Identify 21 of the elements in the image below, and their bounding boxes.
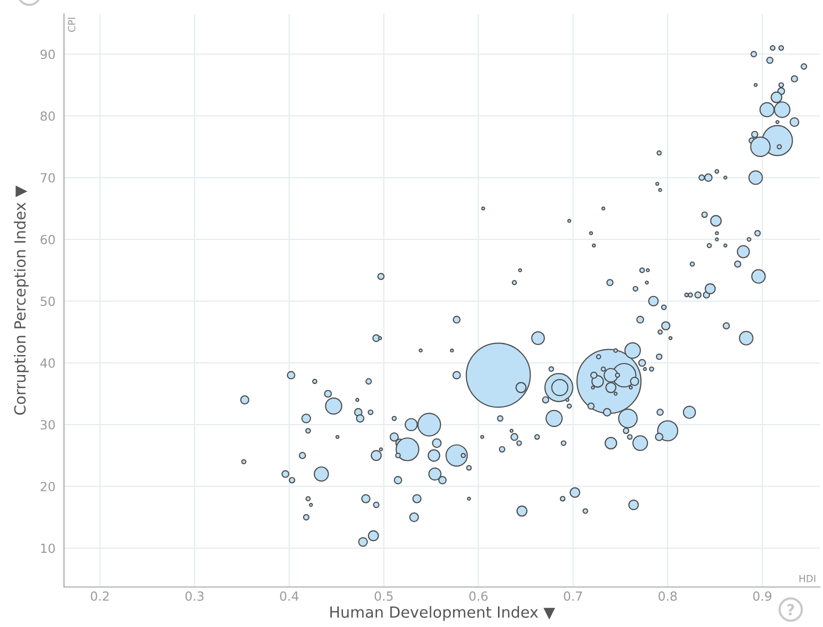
x-tick-label: 0.4 (280, 591, 298, 601)
x-tick-label: 0.3 (185, 591, 204, 601)
y-tick-label: 40 (40, 358, 55, 368)
annotation: CPI (68, 18, 76, 32)
x-tick-label: 0.2 (90, 591, 109, 601)
x-tick-label: 0.8 (658, 591, 677, 601)
y-tick-label: 50 (40, 296, 55, 306)
x-axis-title: Human Development Index ▼ (330, 606, 556, 621)
annotation: HDI (800, 575, 816, 582)
y-tick-label: 70 (40, 173, 55, 183)
y-tick-label: 10 (41, 544, 55, 554)
y-tick-label: 20 (40, 482, 55, 492)
y-tick-label: 90 (40, 50, 55, 60)
y-tick-label: 30 (40, 420, 55, 430)
x-tick-label: 0.7 (564, 591, 582, 601)
y-tick-label: 60 (40, 234, 55, 244)
y-tick-label: 80 (40, 111, 55, 121)
x-tick-label: 0.9 (753, 591, 772, 601)
y-axis-title: Corruption Perception Index ▼ (14, 186, 29, 415)
x-tick-label: 0.5 (374, 591, 393, 601)
x-tick-label: 0.6 (469, 591, 488, 601)
